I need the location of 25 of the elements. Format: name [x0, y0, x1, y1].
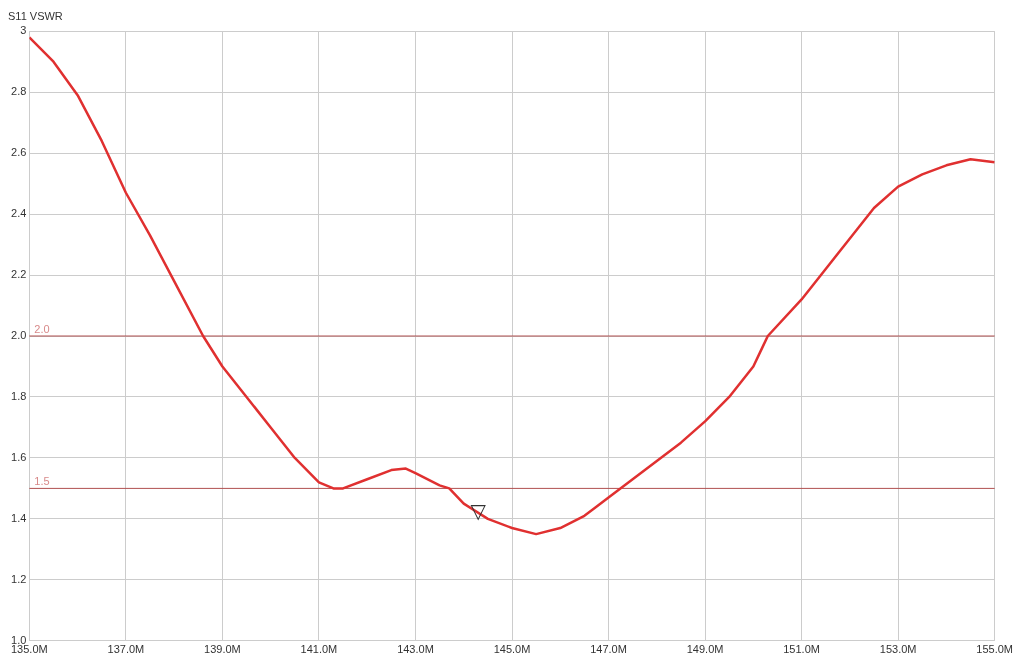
x-tick-label: 139.0M — [204, 643, 241, 656]
x-tick-label: 135.0M — [10, 643, 48, 656]
y-tick-label: 2.8 — [11, 85, 27, 98]
x-tick-label: 143.0M — [397, 643, 434, 656]
y-tick-label: 3 — [20, 24, 27, 37]
y-tick-label: 1.0 — [11, 633, 27, 646]
y-tick-label: 2.6 — [11, 146, 27, 159]
x-tick-label: 141.0M — [300, 643, 338, 656]
x-tick-label: 137.0M — [107, 643, 145, 656]
y-tick-label: 1.4 — [11, 511, 27, 524]
x-tick-label: 153.0M — [879, 643, 917, 656]
y-tick-label: 2.2 — [11, 268, 27, 281]
x-tick-label: 145.0M — [493, 643, 531, 656]
ref-line-label: 2.0 — [34, 322, 50, 335]
y-tick-label: 1.8 — [11, 389, 27, 402]
y-tick-label: 2.4 — [11, 207, 27, 220]
y-tick-label: 1.2 — [11, 572, 27, 585]
x-tick-label: 151.0M — [783, 643, 820, 656]
x-tick-label: 149.0M — [686, 643, 724, 656]
y-tick-label: 2.0 — [11, 329, 27, 342]
chart-title: S11 VSWR — [8, 9, 63, 22]
x-tick-label: 155.0M — [976, 643, 1014, 656]
ref-line-label: 1.5 — [34, 474, 50, 487]
x-tick-label: 147.0M — [590, 643, 627, 656]
y-tick-label: 1.6 — [11, 450, 27, 463]
